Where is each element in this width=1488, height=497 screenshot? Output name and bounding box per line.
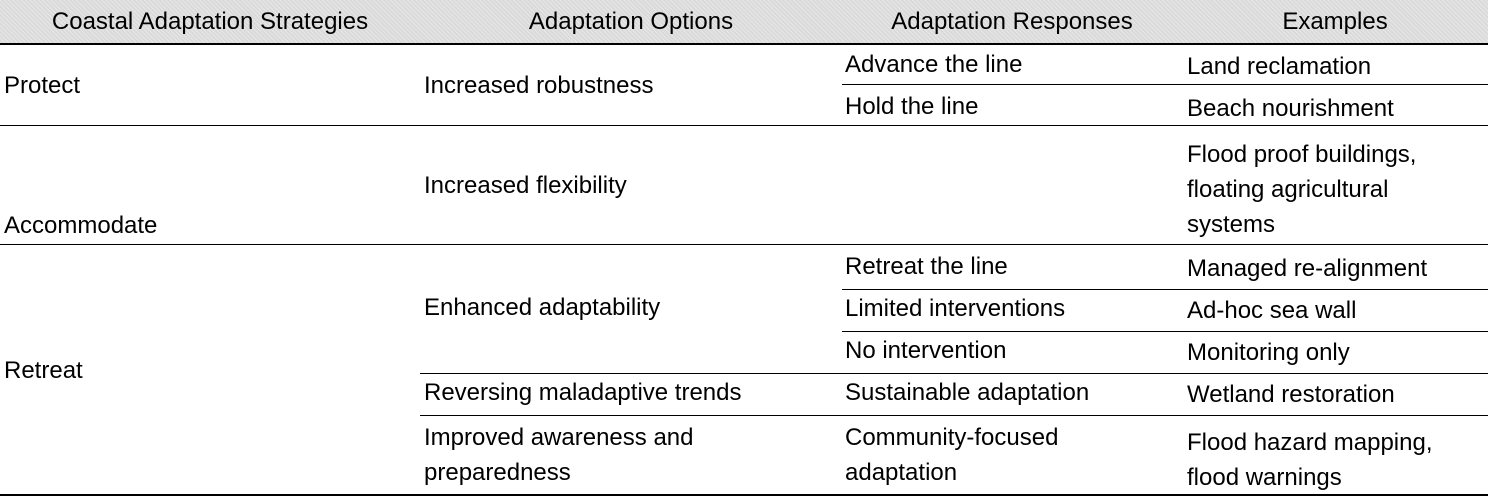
example-cell: Beach nourishment bbox=[1187, 95, 1394, 122]
example-cell: Flood hazard mapping, bbox=[1187, 429, 1433, 456]
row-divider bbox=[420, 373, 1488, 374]
header-strategies: Coastal Adaptation Strategies bbox=[51, 8, 369, 35]
row-divider bbox=[842, 289, 1488, 290]
option-cell: Improved awareness and bbox=[424, 424, 694, 451]
option-cell: Reversing maladaptive trends bbox=[424, 379, 742, 406]
example-cell: Monitoring only bbox=[1187, 339, 1350, 366]
section-divider bbox=[0, 125, 1488, 126]
response-cell: Community-focused bbox=[845, 424, 1059, 451]
row-divider bbox=[420, 415, 1488, 416]
response-cell: Hold the line bbox=[845, 93, 979, 120]
response-cell: No intervention bbox=[845, 337, 1007, 364]
example-cell: Managed re-alignment bbox=[1187, 255, 1428, 282]
response-cell: Limited interventions bbox=[845, 295, 1066, 322]
header-examples: Examples bbox=[1282, 8, 1388, 35]
example-cell: systems bbox=[1187, 211, 1276, 238]
example-cell: Flood proof buildings, bbox=[1187, 141, 1417, 168]
header-rule bbox=[0, 43, 1488, 45]
strategy-retreat: Retreat bbox=[4, 357, 83, 384]
strategy-accommodate: Accommodate bbox=[4, 212, 158, 239]
table-bottom-rule bbox=[0, 494, 1488, 496]
strategy-protect: Protect bbox=[4, 72, 81, 99]
option-cell: Enhanced adaptability bbox=[424, 294, 661, 321]
header-options: Adaptation Options bbox=[528, 8, 734, 35]
option-cell: Increased robustness bbox=[424, 72, 654, 99]
response-cell: Sustainable adaptation bbox=[845, 379, 1090, 406]
option-cell: preparedness bbox=[424, 459, 571, 486]
response-cell: Retreat the line bbox=[845, 253, 1008, 280]
row-divider bbox=[842, 331, 1488, 332]
example-cell: flood warnings bbox=[1187, 464, 1342, 491]
example-cell: Wetland restoration bbox=[1187, 381, 1395, 408]
option-cell: Increased flexibility bbox=[424, 172, 627, 199]
table-header: Coastal Adaptation Strategies Adaptation… bbox=[0, 0, 1488, 43]
example-cell: Ad-hoc sea wall bbox=[1187, 297, 1357, 324]
example-cell: Land reclamation bbox=[1187, 53, 1372, 80]
row-divider bbox=[842, 84, 1488, 85]
example-cell: floating agricultural bbox=[1187, 176, 1389, 203]
header-responses: Adaptation Responses bbox=[891, 8, 1133, 35]
response-cell: Advance the line bbox=[845, 51, 1023, 78]
response-cell: adaptation bbox=[845, 459, 958, 486]
section-divider bbox=[0, 244, 1488, 245]
